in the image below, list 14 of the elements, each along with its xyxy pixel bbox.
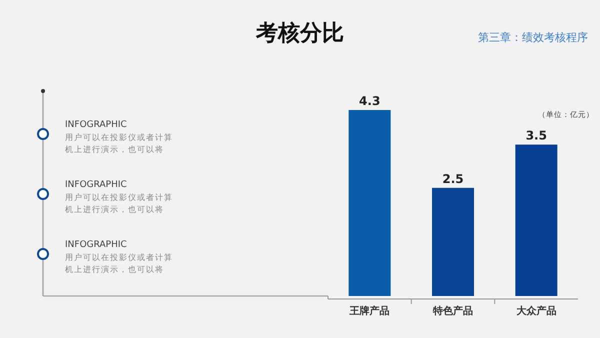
x-tick-label: 特色产品 [432, 305, 473, 317]
text: 用户可以在投影仪或者计算机上进行演示，也可以将 [65, 253, 173, 274]
text: 用户可以在投影仪或者计算机上进行演示，也可以将 [65, 193, 173, 214]
x-tick-label: 王牌产品 [348, 305, 390, 317]
data-label: 2.5 [442, 172, 464, 186]
data-label: 4.3 [359, 94, 380, 108]
title: 考核分比 [256, 21, 344, 46]
text: INFOGRAPHIC [65, 180, 127, 190]
text: INFOGRAPHIC [65, 240, 127, 250]
text: INFOGRAPHIC [65, 120, 127, 130]
x-tick-label: 大众产品 [515, 305, 556, 317]
text: 用户可以在投影仪或者计算机上进行演示，也可以将 [65, 133, 173, 154]
subtitle: 第三章：绩效考核程序 [478, 31, 588, 44]
data-label: 3.5 [526, 128, 547, 143]
